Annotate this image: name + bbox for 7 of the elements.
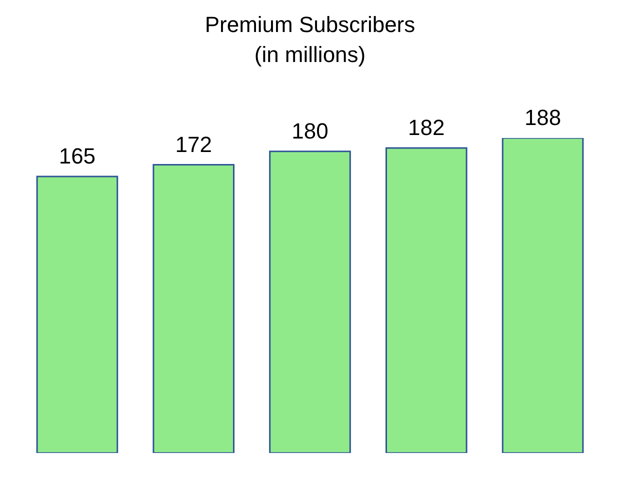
data-label: 182	[408, 115, 445, 140]
chart-subtitle: (in millions)	[254, 42, 366, 67]
data-label: 165	[58, 144, 96, 169]
data-label: 172	[175, 132, 212, 157]
chart-title: Premium Subscribers	[204, 12, 416, 37]
data-label: 188	[524, 105, 562, 130]
data-label: 180	[292, 118, 328, 144]
